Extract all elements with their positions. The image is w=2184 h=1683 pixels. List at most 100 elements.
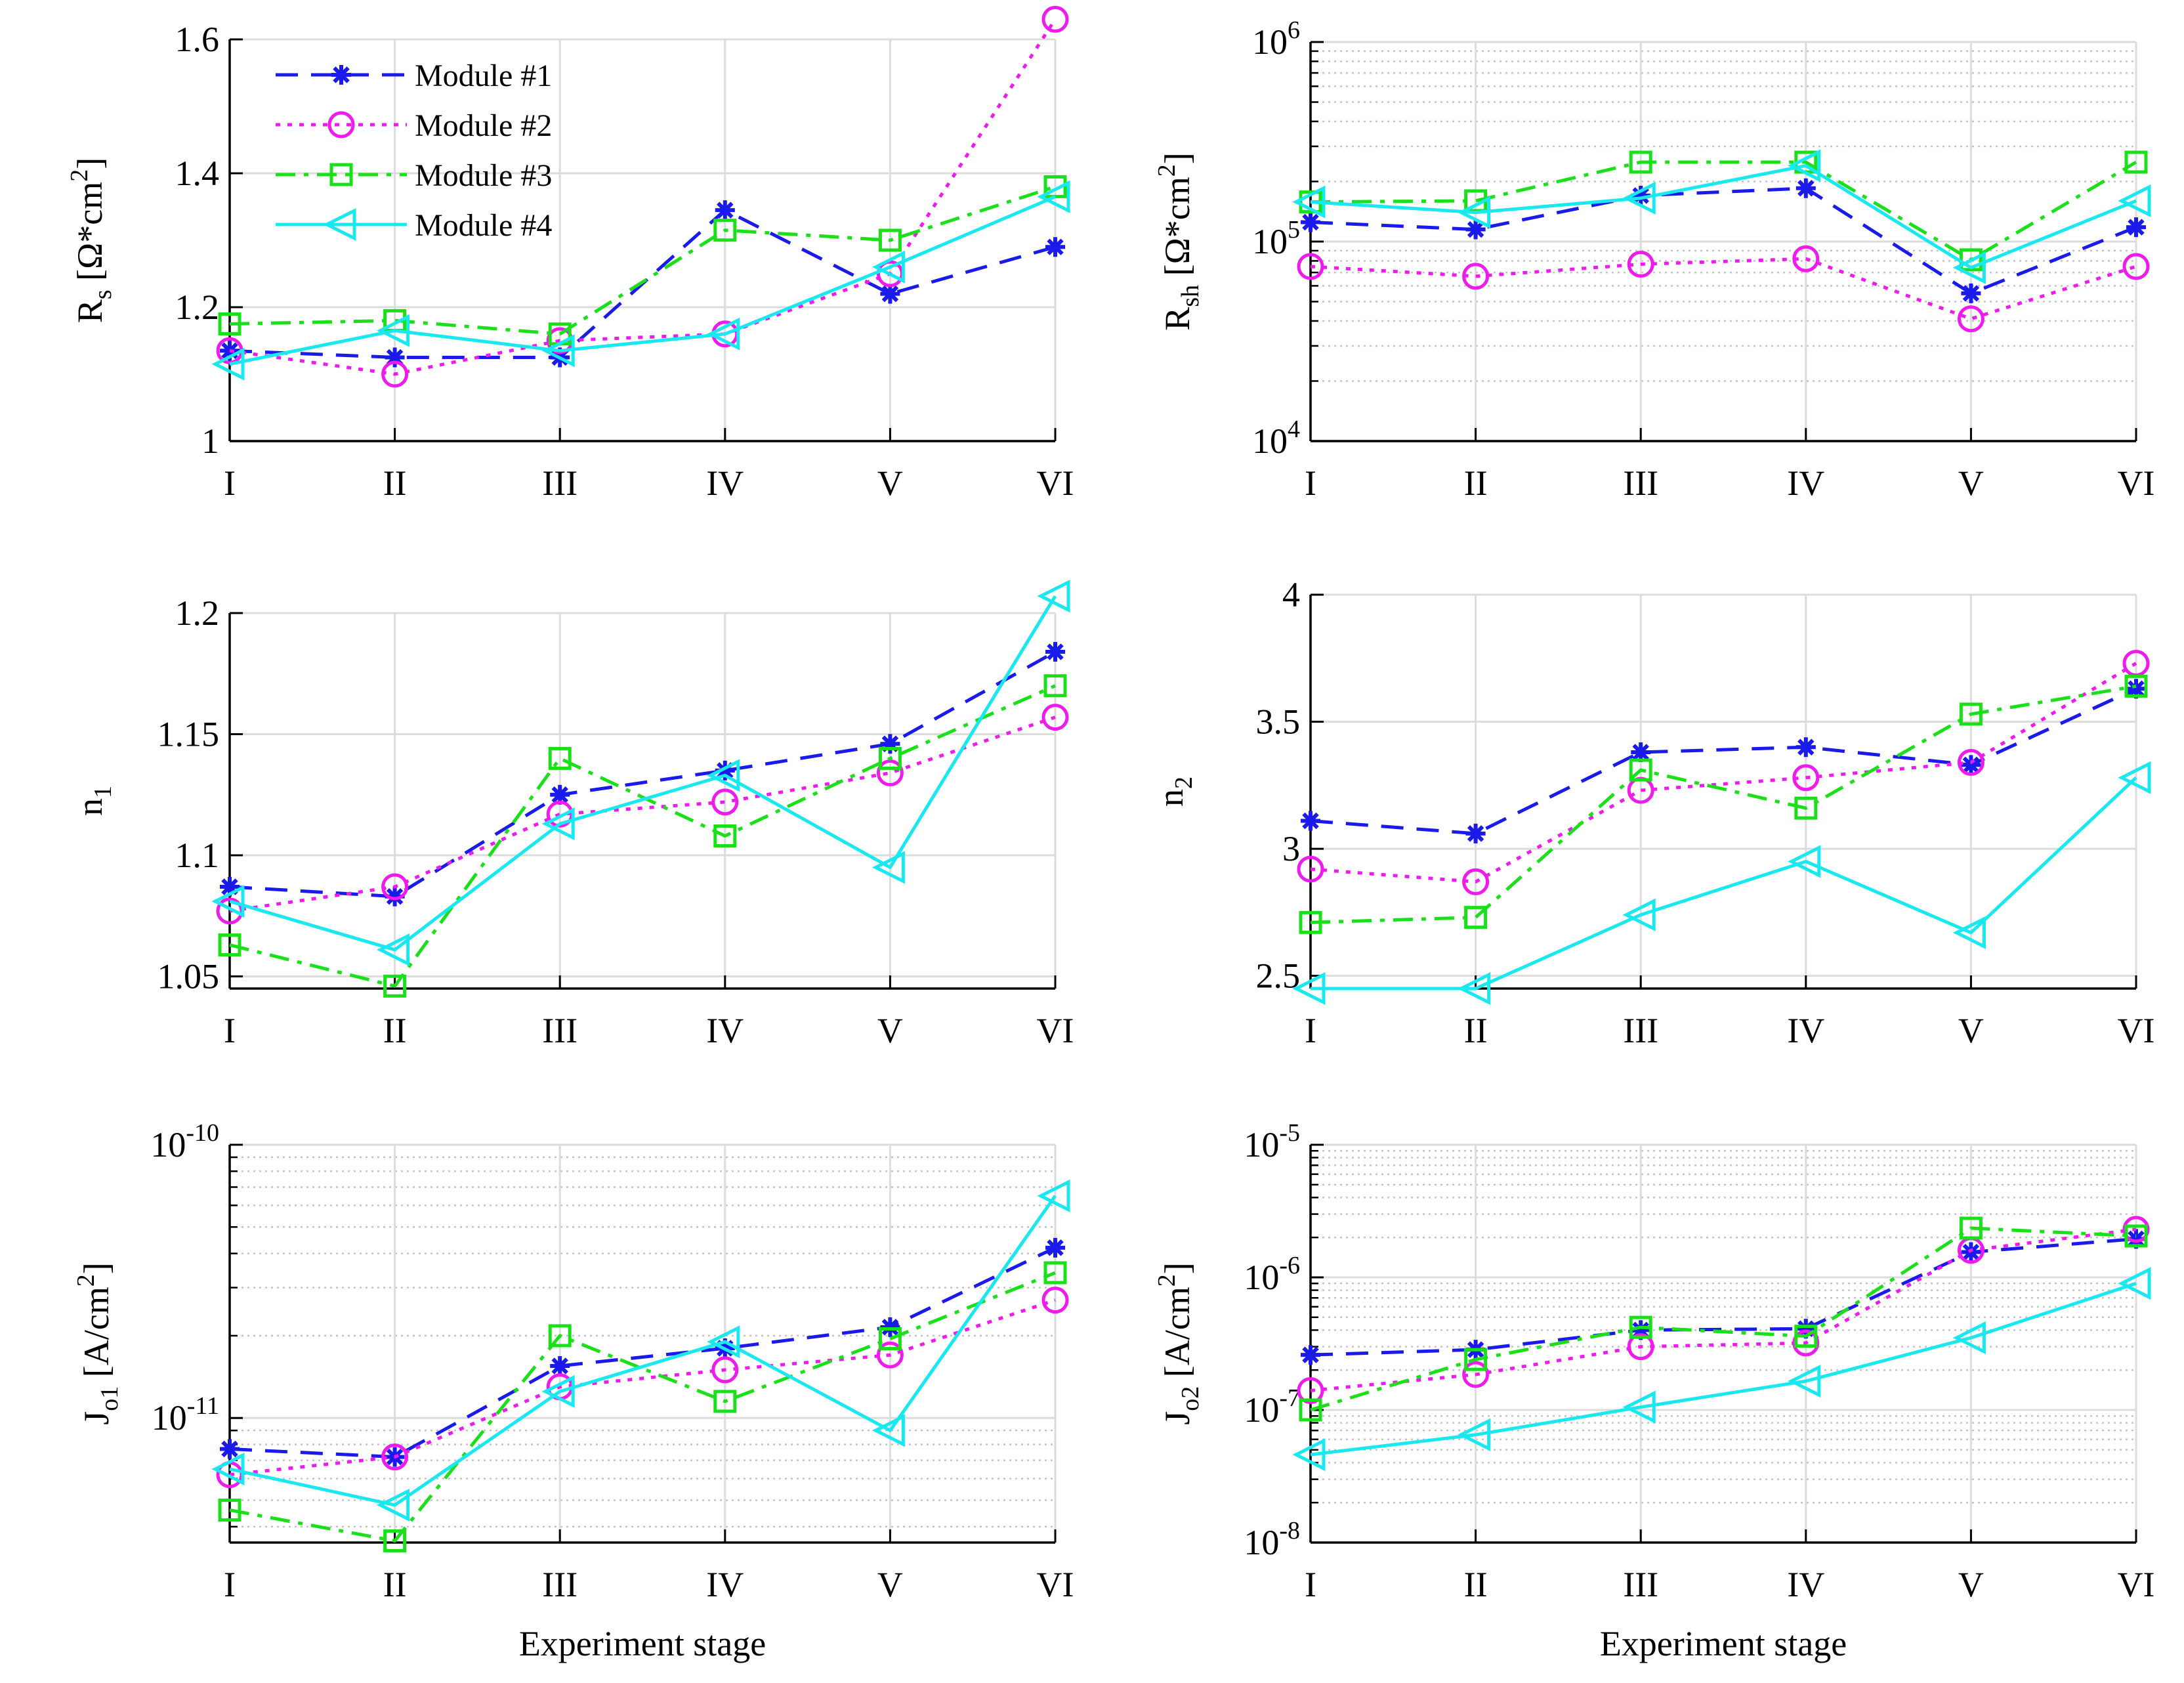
series-line	[229, 715, 1056, 913]
legend-entry: Module #3	[276, 158, 552, 193]
x-tick-label: II	[383, 463, 407, 503]
y-tick-label: 2.5	[1256, 956, 1301, 996]
data-point	[2126, 679, 2146, 699]
data-point	[541, 1374, 575, 1408]
legend-marker	[327, 111, 355, 138]
data-point	[1622, 1390, 1656, 1424]
data-point	[1297, 1376, 1324, 1404]
data-point	[377, 933, 410, 966]
data-point	[1788, 845, 1821, 878]
data-point	[1037, 1179, 1070, 1212]
series-line	[1310, 1226, 2137, 1412]
x-tick-label: IV	[706, 463, 744, 503]
data-point	[211, 1453, 245, 1486]
data-point	[880, 734, 900, 754]
data-point	[1301, 811, 1320, 831]
data-point	[2124, 150, 2148, 174]
y-tick-label: 1.1	[175, 836, 220, 875]
legend-marker	[323, 207, 356, 242]
data-point	[381, 873, 409, 901]
data-point	[1043, 674, 1067, 698]
data-point	[1788, 149, 1821, 182]
x-tick-label: III	[542, 463, 578, 503]
data-point	[1462, 263, 1490, 290]
data-point	[385, 886, 405, 906]
y-tick-label: 1.2	[175, 288, 220, 327]
y-tick-label: 3	[1282, 829, 1300, 868]
y-tick-label: 10-10	[150, 1119, 219, 1164]
data-point	[541, 807, 575, 841]
data-point	[1629, 758, 1652, 782]
series-line	[1310, 163, 2137, 270]
x-tick-label: V	[877, 463, 903, 503]
x-tick-label: VI	[1037, 1011, 1074, 1050]
data-point	[1458, 196, 1491, 229]
data-point	[713, 824, 737, 848]
y-axis-title: n1	[70, 786, 117, 816]
data-point	[1959, 1216, 1983, 1240]
x-tick-label: VI	[2118, 1011, 2155, 1050]
data-point	[1045, 642, 1065, 662]
y-axis-title: Rsh [Ω*cm2]	[1153, 152, 1204, 330]
data-point	[711, 1356, 739, 1384]
series-line	[229, 1246, 1057, 1459]
data-point	[383, 1529, 407, 1552]
data-point	[1037, 180, 1070, 213]
x-tick-label: III	[1623, 1565, 1658, 1604]
series-line	[1311, 776, 2137, 991]
data-point	[1045, 237, 1065, 257]
x-tick-label: VI	[1037, 1565, 1074, 1604]
data-point	[1043, 1261, 1067, 1285]
series-line	[1310, 186, 2137, 295]
y-axis-title: Rs [Ω*cm2]	[66, 158, 117, 323]
series-line	[1310, 684, 2137, 924]
x-tick-label: I	[1305, 463, 1316, 503]
data-point	[1465, 823, 1486, 843]
data-point	[1631, 185, 1651, 205]
data-point	[381, 360, 409, 388]
data-point	[2126, 1229, 2146, 1249]
data-point	[872, 851, 905, 884]
legend-entry: Module #4	[276, 207, 552, 243]
data-point	[1458, 971, 1491, 1006]
x-tick-label: II	[1464, 463, 1488, 503]
data-point	[548, 1324, 572, 1348]
legend-label: Module #4	[415, 208, 552, 243]
x-tick-label: IV	[1787, 1565, 1824, 1604]
x-tick-label: V	[1958, 1011, 1984, 1050]
data-point	[1292, 185, 1326, 219]
data-point	[713, 1390, 737, 1413]
x-tick-label: VI	[2118, 1565, 2155, 1604]
data-point	[1292, 1438, 1326, 1472]
y-tick-label: 105	[1252, 216, 1300, 261]
data-point	[1043, 175, 1067, 198]
data-point	[1462, 868, 1490, 895]
x-axis-title: Experiment stage	[519, 1624, 766, 1663]
data-point	[550, 784, 570, 805]
data-point	[1627, 1333, 1654, 1361]
y-tick-label: 10-7	[1244, 1384, 1300, 1430]
data-point	[1462, 1361, 1490, 1388]
legend-marker	[331, 65, 351, 85]
data-point	[1041, 704, 1069, 731]
series-line	[229, 18, 1057, 376]
data-point	[878, 228, 902, 252]
x-tick-label: II	[383, 1011, 407, 1050]
data-point	[1299, 1398, 1322, 1422]
data-point	[385, 347, 405, 368]
data-point	[1952, 916, 1986, 949]
y-tick-label: 1.15	[158, 715, 220, 754]
y-tick-label: 1.2	[175, 593, 220, 633]
data-point	[876, 759, 904, 787]
y-tick-label: 10-8	[1244, 1517, 1300, 1562]
data-point	[377, 314, 410, 347]
x-tick-label: IV	[706, 1565, 744, 1604]
y-tick-label: 10-11	[152, 1392, 219, 1438]
data-point	[707, 759, 740, 792]
data-point	[1792, 1329, 1820, 1357]
data-point	[220, 1439, 240, 1459]
data-point	[2124, 1224, 2148, 1248]
